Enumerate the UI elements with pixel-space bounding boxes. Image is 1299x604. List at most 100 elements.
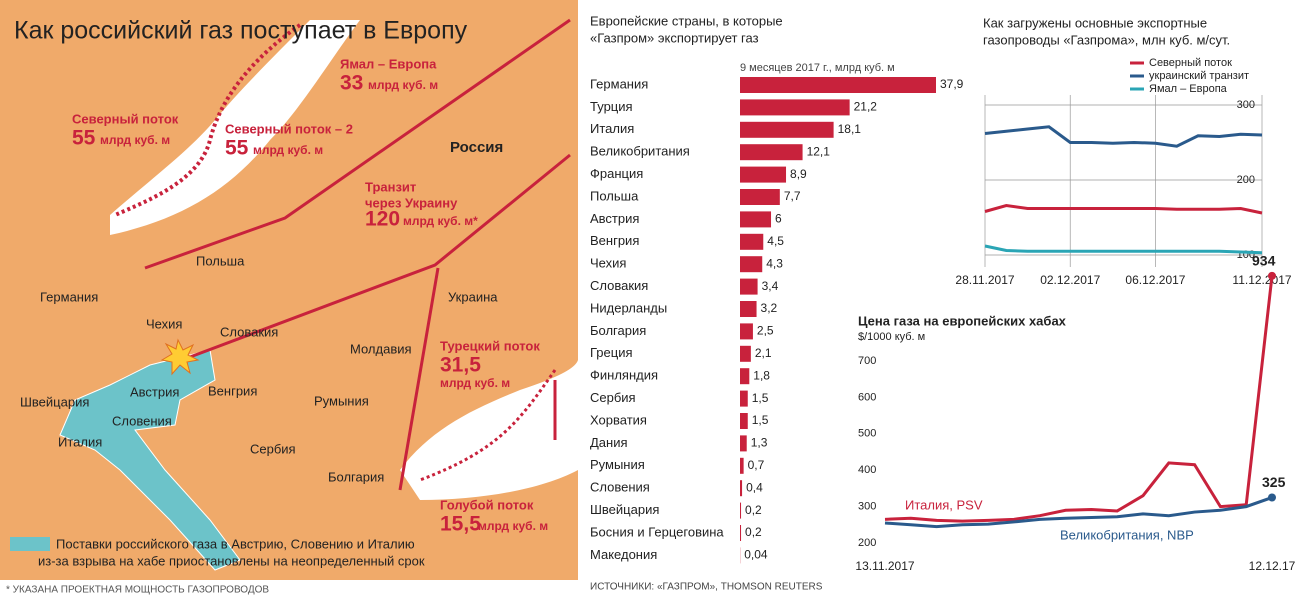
x-tick-label: 12.12.17 [1249, 559, 1296, 573]
y-tick-label: 300 [1237, 99, 1255, 111]
category-label: Франция [590, 166, 643, 181]
value-label: 3,2 [761, 301, 778, 315]
series-label: Италия, PSV [905, 497, 983, 512]
value-label: 3,4 [762, 279, 779, 293]
value-label: 37,9 [940, 77, 964, 91]
series-line [984, 203, 1263, 215]
nord-stream-line [114, 23, 302, 217]
bar [740, 256, 763, 273]
pipeline-capacity: 31,5 [440, 354, 481, 377]
value-label: 7,7 [784, 189, 801, 203]
bar [740, 166, 787, 183]
chart-subtitle: $/1000 куб. м [858, 331, 925, 343]
category-label: Болгария [590, 323, 646, 338]
country-label: Румыния [314, 393, 369, 408]
end-point [1268, 271, 1276, 280]
category-label: Италия [590, 121, 634, 136]
pipeline-unit: млрд куб. м [368, 78, 438, 92]
series-line [884, 496, 1273, 529]
bar [740, 480, 743, 497]
baltic-sea [110, 20, 360, 235]
x-tick-label: 13.11.2017 [855, 559, 914, 573]
pipeline-capacity: 55 [225, 137, 249, 160]
value-label: 4,5 [767, 234, 784, 248]
y-tick-label: 500 [858, 428, 876, 440]
value-label: 8,9 [790, 167, 807, 181]
data-label: 934 [1252, 253, 1276, 269]
pipeline-name: Голубой поток [440, 497, 534, 512]
transit-line [189, 153, 571, 359]
value-label: 4,3 [766, 256, 783, 270]
legend-label: Северный поток [1149, 57, 1232, 69]
category-label: Венгрия [590, 233, 639, 248]
black-sea [400, 360, 578, 500]
category-label: Чехия [590, 256, 626, 271]
turkish-line [398, 267, 440, 491]
category-label: Нидерланды [590, 300, 667, 315]
value-label: 12,1 [807, 144, 831, 158]
y-tick-label: 600 [858, 391, 876, 403]
pipeline-unit: млрд куб. м* [403, 214, 478, 228]
pipeline-capacity: 55 [72, 127, 96, 150]
value-label: 0,04 [744, 548, 768, 562]
value-label: 2,5 [757, 324, 774, 338]
country-label: Венгрия [208, 383, 257, 398]
chart-title: Как загружены основные экспортные [983, 15, 1207, 30]
legend-swatch [10, 537, 50, 551]
source: ИСТОЧНИКИ: «ГАЗПРОМ», THOMSON REUTERS [590, 582, 823, 593]
value-label: 18,1 [838, 122, 862, 136]
category-label: Австрия [590, 211, 639, 226]
bar [740, 390, 748, 407]
category-label: Хорватия [590, 412, 647, 427]
end-point [1268, 493, 1276, 502]
bar [740, 502, 742, 519]
pipeline-unit: млрд куб. м [478, 519, 548, 533]
country-label: Германия [40, 289, 98, 304]
country-label: Украина [448, 289, 498, 304]
x-tick-label: 11.12.2017 [1232, 273, 1291, 287]
chart-title: Европейские страны, в которые [590, 13, 783, 28]
footnote: * УКАЗАНА ПРОЕКТНАЯ МОЩНОСТЬ ГАЗОПРОВОДО… [6, 585, 269, 596]
x-tick-label: 28.11.2017 [955, 273, 1014, 287]
data-label: 325 [1262, 474, 1286, 490]
pipeline-unit: млрд куб. м [100, 133, 170, 147]
bar [740, 345, 751, 362]
country-label: Чехия [146, 316, 182, 331]
country-label: Словакия [220, 324, 278, 339]
pipelines [114, 18, 571, 491]
bar [740, 77, 936, 93]
bar [740, 368, 750, 385]
category-label: Македония [590, 547, 657, 562]
explosion-icon [160, 338, 200, 376]
pipeline-name: Северный поток – 2 [225, 121, 353, 136]
country-label: Молдавия [350, 341, 412, 356]
country-label: Швейцария [20, 394, 89, 409]
value-label: 0,4 [746, 480, 763, 494]
bar [740, 457, 744, 474]
bar [740, 413, 748, 429]
pipeline-unit: млрд куб. м [253, 143, 323, 157]
y-tick-label: 700 [858, 355, 876, 367]
affected-countries [59, 349, 241, 571]
y-tick-label: 200 [858, 537, 876, 549]
bar [740, 301, 757, 317]
yamal-line [144, 18, 571, 270]
legend-label: Ямал – Европа [1149, 83, 1228, 95]
map-title: Как российский газ поступает в Европу [14, 17, 468, 45]
category-label: Германия [590, 76, 648, 91]
category-label: Сербия [590, 390, 636, 405]
category-label: Румыния [590, 457, 645, 472]
country-label: Сербия [250, 441, 296, 456]
series-line [984, 125, 1263, 148]
series-line [984, 244, 1263, 255]
bar [740, 435, 747, 452]
value-label: 2,1 [755, 346, 772, 360]
category-label: Швейцария [590, 502, 659, 517]
pipeline-capacity: 15,5 [440, 513, 481, 536]
blue-stream-line [419, 369, 557, 482]
pipeline-name: Турецкий поток [440, 338, 540, 353]
y-tick-label: 200 [1237, 174, 1255, 186]
legend-label: украинский транзит [1149, 70, 1249, 82]
series-line [884, 275, 1274, 523]
